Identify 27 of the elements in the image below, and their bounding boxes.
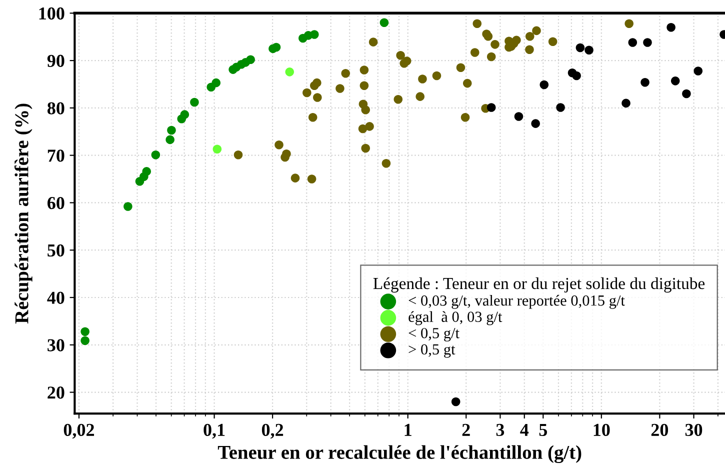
y-tick-label: 60: [48, 196, 64, 210]
x-tick-label: 4: [520, 424, 529, 436]
legend-label: < 0,5 g/t: [408, 328, 460, 342]
legend-label: égal à 0, 03 g/t: [408, 311, 502, 326]
x-tick-label: 1: [404, 424, 412, 436]
x-tick-label: 20: [651, 424, 668, 436]
x-tick-label: 0,1: [204, 424, 225, 439]
y-tick-label: 20: [48, 386, 64, 399]
y-tick-label: 70: [48, 150, 64, 162]
x-axis-title: Teneur en or recalculée de l'échantillon (g/t): [218, 445, 582, 464]
y-tick-label: 100: [39, 7, 64, 20]
x-tick-label: 30: [685, 424, 702, 436]
y-axis-title: Récupération aurifère (%): [14, 104, 32, 324]
x-tick-label: 0,2: [262, 424, 284, 439]
y-tick-label: 50: [48, 244, 64, 257]
x-tick-label: 5: [539, 424, 547, 436]
y-tick-label: 80: [48, 102, 64, 114]
x-tick-label: 10: [594, 424, 610, 436]
y-tick-label: 90: [47, 54, 64, 67]
legend-label: > 0,5 gt: [408, 344, 456, 358]
x-tick-label: 2: [462, 424, 470, 436]
y-tick-label: 30: [48, 339, 64, 352]
legend-label: < 0,03 g/t, valeur reportée 0,015 g/t: [408, 294, 625, 309]
x-tick-label: 0,02: [64, 424, 94, 439]
legend-title: Légende : Teneur en or du rejet solide du digitube: [373, 277, 705, 293]
y-tick-label: 40: [47, 292, 64, 304]
x-tick-label: 3: [496, 424, 504, 436]
